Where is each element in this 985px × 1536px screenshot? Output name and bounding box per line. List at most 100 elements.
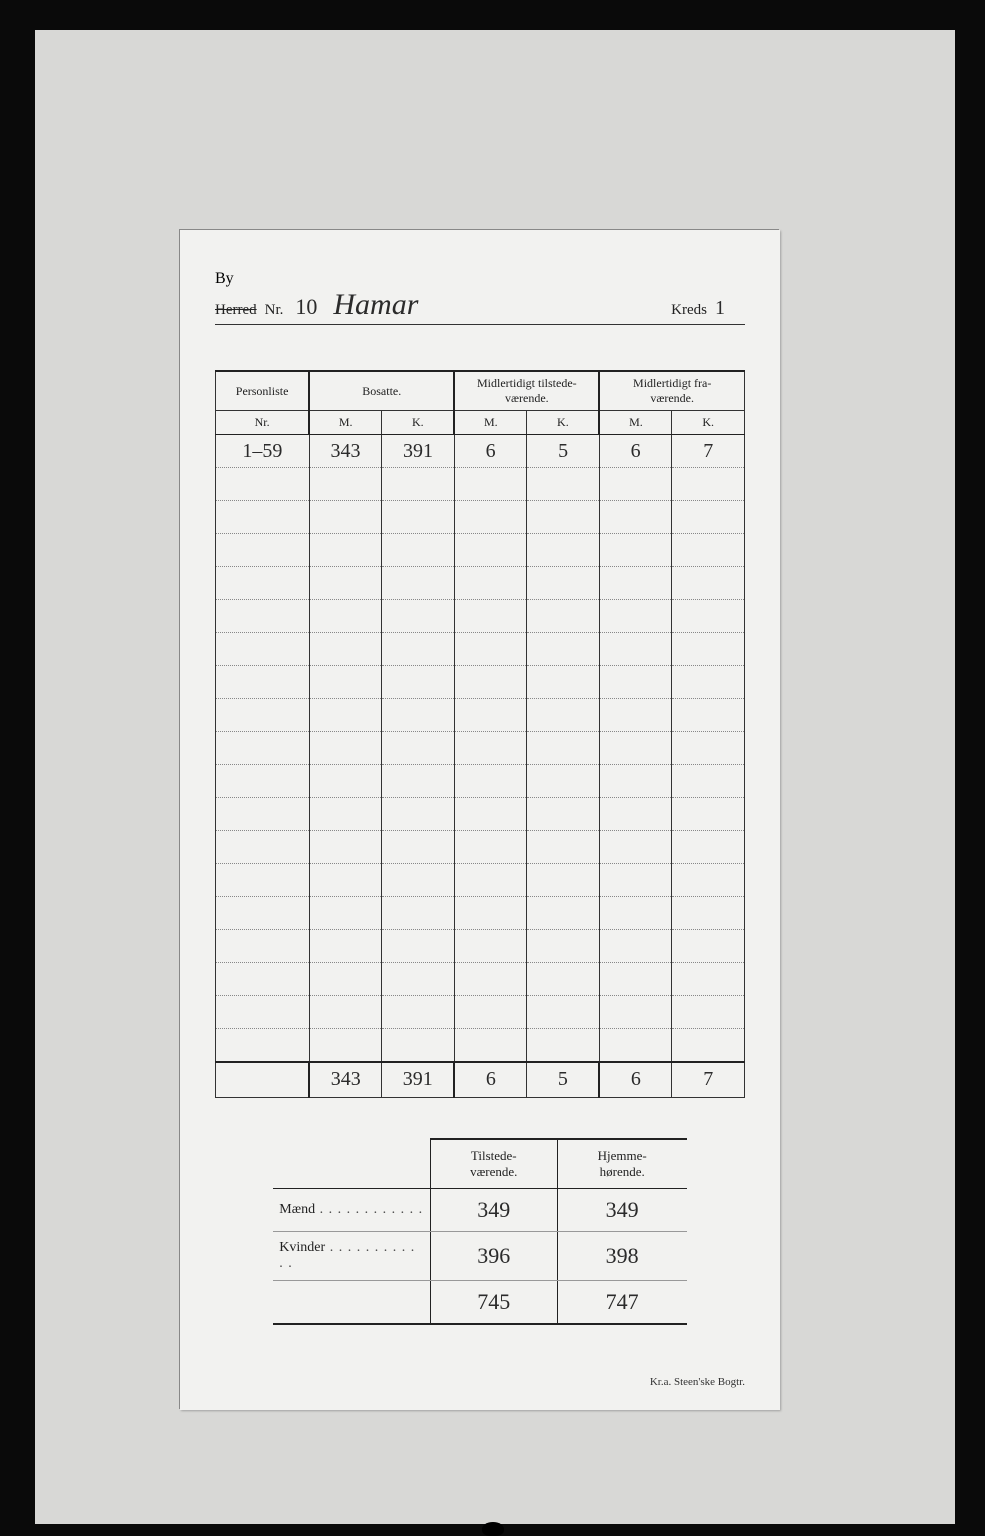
total-til-m: 6 [454,1062,527,1098]
empty-cell [599,633,672,666]
empty-cell [454,930,527,963]
empty-cell [454,567,527,600]
empty-cell [527,699,600,732]
empty-cell [527,501,600,534]
empty-cell [454,666,527,699]
empty-cell [382,831,455,864]
empty-cell [382,699,455,732]
summary-total-blank [273,1281,430,1325]
empty-cell [309,798,382,831]
empty-cell [527,633,600,666]
empty-cell [599,963,672,996]
cell-til-m: 6 [454,435,527,468]
empty-cell [672,1029,745,1062]
empty-cell [309,897,382,930]
empty-cell [527,864,600,897]
total-bosatte-k: 391 [382,1062,455,1098]
empty-cell [672,897,745,930]
empty-cell [454,732,527,765]
empty-cell [382,996,455,1029]
empty-cell [454,468,527,501]
empty-cell [672,501,745,534]
empty-cell [599,666,672,699]
subcol-fra-m: M. [599,411,672,435]
empty-cell [672,798,745,831]
ink-blot-icon [482,1522,504,1536]
empty-cell [454,831,527,864]
empty-cell [309,567,382,600]
empty-cell [454,864,527,897]
subcol-bosatte-k: K. [382,411,455,435]
empty-cell [454,963,527,996]
summary-kvinder-tilstede: 396 [430,1232,557,1281]
empty-cell [454,996,527,1029]
empty-cell [672,765,745,798]
empty-cell [599,765,672,798]
cell-til-k: 5 [527,435,600,468]
col-midl-fra: Midlertidigt fra- værende. [599,371,744,411]
summary-label-kvinder: Kvinder [279,1240,415,1271]
main-census-table: Personliste Bosatte. Midlertidigt tilste… [215,370,745,1098]
summary-table: Tilstede- værende. Hjemme- hørende. Mænd… [273,1138,686,1325]
cell-bosatte-m: 343 [309,435,382,468]
total-til-k: 5 [527,1062,600,1098]
empty-cell [454,699,527,732]
empty-cell [309,996,382,1029]
empty-cell [599,930,672,963]
empty-cell [216,996,310,1029]
header-overwrite-by: By [215,270,234,287]
empty-cell [382,732,455,765]
summary-maend-tilstede: 349 [430,1189,557,1232]
empty-cell [382,534,455,567]
empty-cell [216,699,310,732]
empty-cell [216,633,310,666]
cell-nr: 1–59 [216,435,310,468]
empty-cell [599,600,672,633]
empty-cell [599,732,672,765]
empty-cell [216,468,310,501]
empty-cell [454,501,527,534]
empty-cell [382,1029,455,1062]
empty-cell [382,600,455,633]
cell-bosatte-k: 391 [382,435,455,468]
empty-cell [672,468,745,501]
empty-cell [527,468,600,501]
empty-cell [216,831,310,864]
empty-cell [527,600,600,633]
empty-cell [309,1029,382,1062]
empty-cell [382,765,455,798]
empty-cell [454,534,527,567]
empty-cell [599,831,672,864]
empty-cell [599,567,672,600]
form-header-line: Herred Nr. 10 Hamar Kreds 1 [215,288,745,325]
label-nr: Nr. [265,302,284,319]
empty-cell [672,864,745,897]
cell-fra-m: 6 [599,435,672,468]
empty-cell [527,732,600,765]
empty-cell [216,963,310,996]
empty-cell [216,864,310,897]
empty-cell [672,600,745,633]
total-bosatte-m: 343 [309,1062,382,1098]
summary-row-kvinder: Kvinder [273,1232,430,1281]
empty-cell [599,468,672,501]
empty-cell [309,501,382,534]
empty-cell [216,798,310,831]
subcol-til-k: K. [527,411,600,435]
empty-cell [454,600,527,633]
empty-cell [599,798,672,831]
col-midl-tilstede: Midlertidigt tilstede- værende. [454,371,599,411]
empty-cell [382,567,455,600]
empty-cell [309,699,382,732]
label-kreds: Kreds [671,302,707,319]
empty-cell [454,798,527,831]
subcol-nr: Nr. [216,411,310,435]
empty-cell [672,831,745,864]
summary-col-tilstede: Tilstede- værende. [430,1139,557,1189]
empty-cell [216,1029,310,1062]
summary-total-hjemme: 747 [557,1281,687,1325]
printer-credit: Kr.a. Steen'ske Bogtr. [650,1376,745,1388]
value-place-name: Hamar [329,288,663,322]
empty-cell [309,963,382,996]
empty-cell [672,534,745,567]
